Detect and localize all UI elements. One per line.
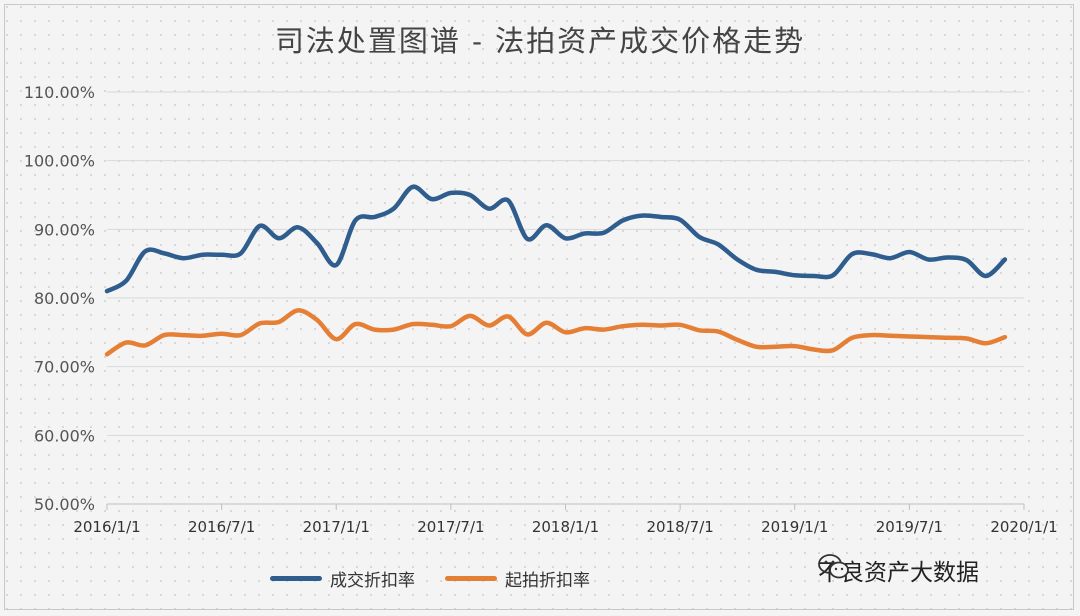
x-tick-label: 2019/7/1 — [876, 518, 943, 536]
legend-item-series-2: 起拍折扣率 — [445, 566, 590, 591]
series-lines — [104, 184, 1008, 357]
y-tick-label: 100.00% — [24, 152, 95, 171]
y-axis-tick-labels: 50.00% 60.00% 70.00% 80.00% 90.00% 100.00% 110… — [24, 83, 95, 514]
y-tick-label: 60.00% — [34, 426, 95, 445]
x-tick-label: 2020/1/1 — [990, 518, 1057, 536]
x-tick-label: 2016/1/1 — [73, 518, 140, 536]
legend-label-series-2: 起拍折扣率 — [505, 571, 590, 591]
y-tick-label: 70.00% — [34, 358, 95, 377]
series-line-2 — [104, 308, 1008, 357]
x-tick-label: 2017/1/1 — [303, 518, 370, 536]
watermark: 不良资产大数据 — [818, 553, 979, 587]
y-tick-label: 80.00% — [34, 289, 95, 308]
y-tick-label: 50.00% — [34, 495, 95, 514]
x-axis-tick-labels: 2016/1/1 2016/7/1 2017/1/1 2017/7/1 2018/1/1… — [73, 518, 1057, 536]
chart-title: 司法处置图谱 - 法拍资产成交价格走势 — [274, 24, 806, 58]
axes — [106, 503, 1025, 510]
x-tick-label: 2016/7/1 — [188, 518, 255, 536]
wechat-icon — [818, 554, 849, 579]
x-tick-label: 2017/7/1 — [417, 518, 484, 536]
x-tick-label: 2018/7/1 — [646, 518, 713, 536]
legend-swatch-series-1 — [270, 576, 322, 581]
legend-label-series-1: 成交折扣率 — [330, 571, 415, 591]
legend-item-series-1: 成交折扣率 — [270, 566, 415, 591]
legend: 成交折扣率 起拍折扣率 — [0, 566, 860, 591]
series-line-1 — [104, 184, 1008, 294]
y-tick-label: 110.00% — [24, 83, 95, 102]
x-tick-label: 2018/1/1 — [532, 518, 599, 536]
legend-swatch-series-2 — [445, 576, 497, 581]
chart-frame — [4, 4, 1074, 610]
x-tick-label: 2019/1/1 — [761, 518, 828, 536]
gridlines — [107, 91, 1024, 505]
y-tick-label: 90.00% — [34, 220, 95, 239]
